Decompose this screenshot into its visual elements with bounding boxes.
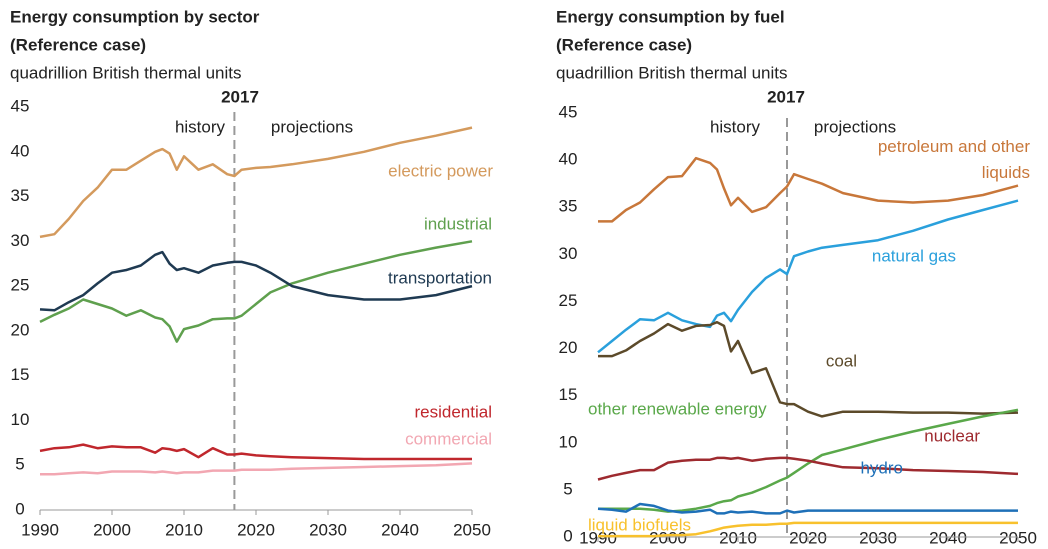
x-tick-label: 2000 [649,528,687,547]
series-label: hydro [860,458,903,477]
annotation: history [710,117,761,136]
x-tick-label: 2050 [453,520,491,539]
y-tick-label: 35 [559,197,578,216]
divider-label: 2017 [767,87,805,106]
y-tick-label: 45 [11,96,30,115]
series-line [598,156,1019,223]
y-tick-label: 20 [11,320,30,339]
y-tick-label: 45 [559,102,578,121]
x-tick-label: 2050 [999,528,1037,547]
series-line [39,250,473,312]
series-label: residential [415,402,493,421]
series-label: industrial [424,214,492,233]
x-tick-label: 2020 [789,528,827,547]
series-line [598,408,1019,513]
y-tick-label: 0 [563,526,572,545]
series-line [597,199,1019,354]
y-tick-label: 15 [559,385,578,404]
divider-label: 2017 [221,87,259,106]
series-label: electric power [388,161,493,180]
y-tick-label: 0 [15,499,24,518]
y-tick-label: 25 [11,276,30,295]
series-label: natural gas [872,246,956,265]
series-line [597,502,1018,515]
series-label: transportation [388,268,492,287]
chart-panel: Energy consumption by sector (Reference c… [10,7,493,539]
y-tick-label: 30 [559,244,578,263]
series-label: coal [826,351,857,370]
x-tick-label: 2040 [381,520,419,539]
x-tick-label: 2030 [859,528,897,547]
y-axis-label: quadrillion British thermal units [556,63,788,82]
series-label: petroleum and other liquids [878,137,1030,182]
series-line [598,521,1018,538]
series-line [39,443,472,461]
y-tick-label: 10 [559,432,578,451]
series-label-line: petroleum and other [878,137,1030,156]
y-tick-label: 15 [11,365,30,384]
series-label-line: liquids [982,163,1030,182]
series-label: nuclear [924,426,980,445]
y-tick-label: 5 [15,455,24,474]
annotation: projections [271,117,353,136]
x-tick-label: 2020 [237,520,275,539]
x-tick-label: 1990 [579,528,617,547]
series-label: other renewable energy [588,399,767,418]
x-tick-label: 2040 [929,528,967,547]
annotation: history [175,117,226,136]
x-tick-label: 1990 [21,520,59,539]
chart-title: Energy consumption by fuel [556,7,785,26]
chart-subtitle: (Reference case) [10,35,146,54]
y-tick-label: 40 [559,150,578,169]
x-tick-label: 2010 [165,520,203,539]
x-tick-label: 2000 [93,520,131,539]
chart-panel: Energy consumption by fuel (Reference cas… [556,7,1037,547]
y-tick-label: 20 [559,338,578,357]
y-tick-label: 5 [563,479,572,498]
y-tick-label: 40 [11,141,30,160]
y-tick-label: 25 [559,291,578,310]
series-line [39,126,473,239]
chart-title: Energy consumption by sector [10,7,260,26]
annotation: projections [814,117,896,136]
series-line [40,462,473,476]
x-tick-label: 2010 [719,528,757,547]
x-tick-label: 2030 [309,520,347,539]
series-line [597,456,1019,481]
y-tick-label: 10 [11,410,30,429]
series-line [598,320,1019,418]
y-axis-label: quadrillion British thermal units [10,63,242,82]
y-tick-label: 35 [11,186,30,205]
series-line [39,240,473,343]
chart-subtitle: (Reference case) [556,35,692,54]
y-tick-label: 30 [11,231,30,250]
series-label: commercial [405,429,492,448]
series-label: liquid biofuels [588,515,691,534]
